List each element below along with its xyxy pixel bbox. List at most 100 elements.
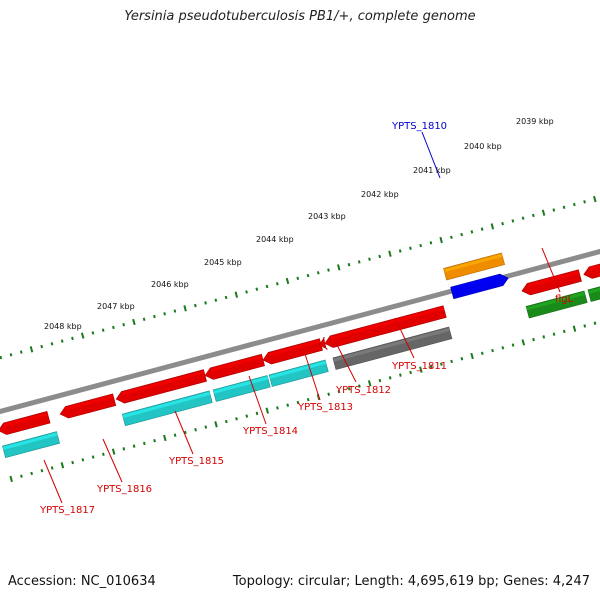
backbone-layer <box>0 248 600 415</box>
major-tick <box>9 475 13 483</box>
minor-tick <box>265 284 269 289</box>
minor-tick <box>50 342 54 346</box>
minor-tick <box>173 433 177 437</box>
gene-arrow-right-red <box>583 263 600 279</box>
minor-tick <box>71 336 74 341</box>
gene-block-green-1 <box>525 290 588 319</box>
gene-arrow-ypts-1811-highlight <box>330 306 445 340</box>
minor-tick <box>60 339 64 343</box>
minor-tick <box>583 200 586 204</box>
minor-tick <box>347 262 351 267</box>
gene-label-flgl: flgL <box>555 294 574 305</box>
tick-label-2047: 2047 kbp <box>97 302 135 311</box>
gene-arrow-flgl-highlight <box>527 270 580 288</box>
major-tick <box>521 339 526 346</box>
minor-tick <box>501 346 505 350</box>
minor-tick <box>19 350 23 354</box>
major-tick <box>80 332 85 339</box>
minor-tick <box>50 466 54 470</box>
minor-tick <box>40 469 44 473</box>
minor-tick <box>450 235 453 240</box>
minor-tick <box>542 335 546 339</box>
minor-tick <box>409 246 412 250</box>
minor-tick <box>245 290 248 294</box>
minor-tick <box>429 241 433 245</box>
minor-tick <box>235 417 238 421</box>
gene-arrow-ypts-1814 <box>204 353 265 380</box>
minor-tick <box>112 325 115 330</box>
minor-tick <box>142 441 146 446</box>
gene-arrow-ypts-1813 <box>262 338 323 365</box>
minor-tick <box>40 344 44 349</box>
tick-label-2046: 2046 kbp <box>151 280 189 289</box>
minor-tick <box>347 387 351 391</box>
minor-tick <box>511 343 515 347</box>
gene-block-cyan-2-highlight <box>122 391 211 418</box>
tick-label-2045: 2045 kbp <box>204 258 242 267</box>
tick-label-2044: 2044 kbp <box>256 235 294 244</box>
minor-tick <box>409 370 412 375</box>
major-tick <box>234 291 239 298</box>
minor-tick <box>275 282 279 286</box>
tick-label-2048: 2048 kbp <box>44 322 82 331</box>
minor-tick <box>327 392 331 396</box>
major-tick <box>419 366 423 373</box>
leader-ypts-1815 <box>174 410 194 455</box>
minor-tick <box>358 384 361 388</box>
major-tick <box>183 305 187 312</box>
minor-tick <box>399 373 402 377</box>
major-tick <box>572 325 577 332</box>
major-tick <box>111 448 116 455</box>
major-tick <box>285 277 290 285</box>
minor-tick <box>378 254 382 259</box>
gene-arrow-ypts-1817 <box>0 411 51 435</box>
gene-arrow-ypts-1816-highlight <box>65 394 114 411</box>
minor-tick <box>511 219 515 223</box>
gene-label-ypts-1812: YPTS_1812 <box>335 385 391 396</box>
minor-tick <box>91 455 95 459</box>
leader-ypts-1817 <box>43 459 63 504</box>
minor-tick <box>296 276 300 281</box>
leader-ypts-1811 <box>394 317 415 359</box>
gene-arrow-ypts-1817-highlight <box>3 412 49 427</box>
minor-tick <box>153 438 156 443</box>
inner-tick-ring <box>9 321 597 483</box>
minor-tick <box>440 362 443 366</box>
minor-tick <box>224 295 228 300</box>
minor-tick <box>327 268 330 272</box>
gene-block-green-1-highlight <box>526 291 586 311</box>
gene-arrow-ypts-1812-highlight <box>323 338 326 342</box>
minor-tick <box>593 321 597 325</box>
leader-ypts-1812 <box>335 342 357 383</box>
gene-arrow-ypts-1810-shape <box>450 273 509 300</box>
minor-tick <box>9 353 13 357</box>
gene-arrow-ypts-1815-highlight <box>121 370 205 396</box>
major-tick <box>388 250 392 257</box>
minor-tick <box>429 365 433 369</box>
minor-tick <box>337 389 341 394</box>
major-tick <box>367 380 372 387</box>
gene-arrow-ypts-1814-highlight <box>210 355 263 372</box>
major-tick <box>214 421 218 428</box>
gene-label-ypts-1815: YPTS_1815 <box>168 456 224 467</box>
gene-label-ypts-1814: YPTS_1814 <box>242 426 298 437</box>
gene-label-ypts-1813: YPTS_1813 <box>297 402 353 413</box>
major-tick <box>60 462 65 469</box>
major-tick <box>163 434 167 442</box>
minor-tick <box>532 337 535 342</box>
tick-label-2040: 2040 kbp <box>464 142 502 151</box>
gene-block-orange-highlight <box>443 253 503 273</box>
genome-backbone <box>0 248 600 415</box>
outer-tick-ring <box>0 195 597 360</box>
minor-tick <box>183 430 187 435</box>
minor-tick <box>552 208 556 212</box>
leader-ypts-1813 <box>304 353 321 401</box>
minor-tick <box>224 419 228 424</box>
minor-tick <box>20 474 23 478</box>
gene-block-green-2 <box>587 286 600 302</box>
gene-block-cyan-4-highlight <box>269 360 327 379</box>
minor-tick <box>204 425 208 429</box>
gene-block-cyan-1 <box>2 431 60 459</box>
minor-tick <box>460 232 464 237</box>
